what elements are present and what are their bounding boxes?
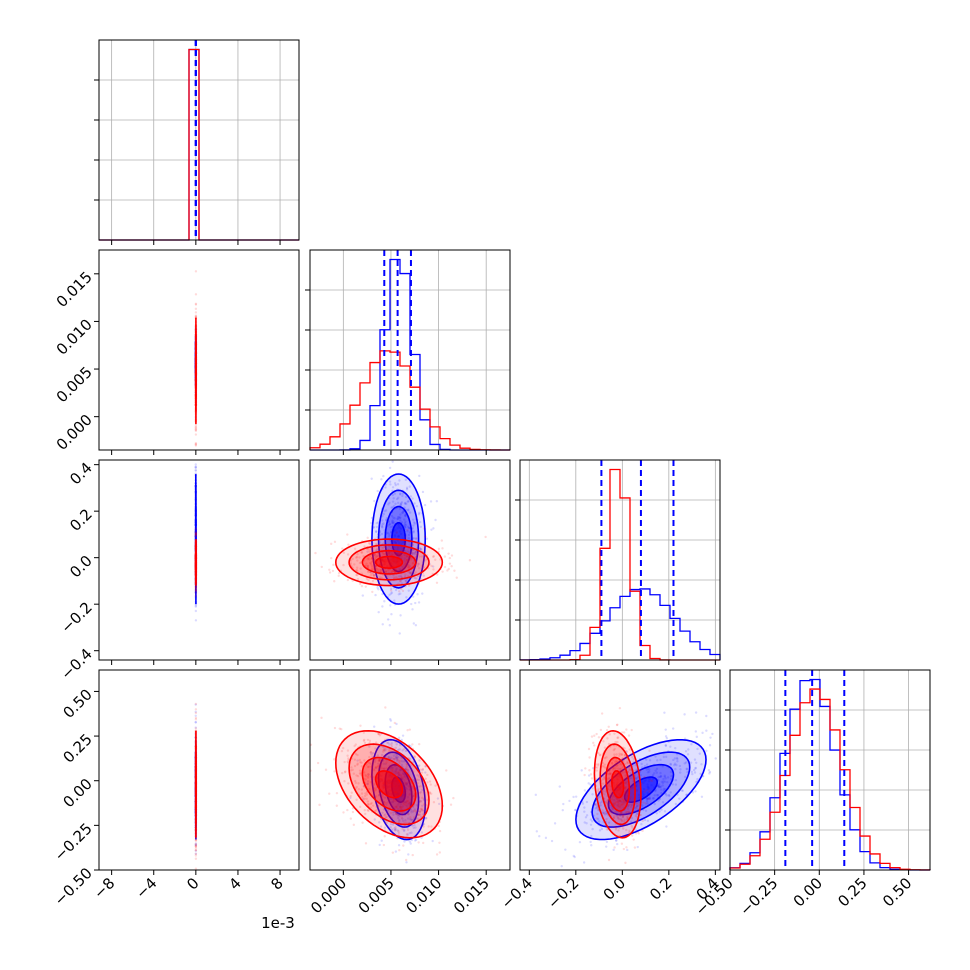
panel-content [314,460,487,635]
x-tick-label: 0.010 [402,874,445,917]
panel-frame [519,459,721,661]
histogram-series-1 [309,350,511,451]
histogram-series-1 [729,688,931,871]
x-tick-label: 0 [183,874,202,893]
x-tick-label: 0.25 [834,874,870,910]
contours-series-1 [334,538,444,587]
panel-frame [98,249,300,451]
hist-panel-2 [515,459,721,661]
y-tick-label: 0.005 [53,363,96,406]
y-tick-label: 0.25 [59,730,95,766]
panel-content [534,706,717,868]
scatter-panel-2-0 [98,459,300,661]
y-tick-label: −0.50 [51,864,96,909]
scatter-panel-2-1 [309,459,511,661]
x-axis-offset-label: 1e-3 [261,914,295,932]
panel-frame [98,669,300,871]
x-tick-label: 8 [267,874,286,893]
x-tick-label: −4 [132,874,160,902]
x-tick-label: 0.0 [600,874,630,904]
panel-frame [309,249,511,451]
y-tick-label: 0.0 [66,552,96,582]
y-tick-label: −0.2 [57,598,95,636]
density-series-1 [594,730,641,838]
scatter-panel-3-1 [309,669,511,871]
x-tick-label: 0.000 [307,874,350,917]
panels-layer: −8 −4 0 4 8 0.000 0.005 0.010 0.015 −0.4 −0.2 0.0 0.… [51,39,931,919]
scatter-panel-3-2 [519,669,721,871]
hist-panel-1 [305,249,511,451]
x-tick-label: 0.015 [450,874,493,917]
x-tick-label: 0.50 [879,874,915,910]
y-tick-label: 0.2 [66,505,96,535]
panel-content [310,706,455,870]
contours-series-0 [575,739,707,841]
y-tick-label: 0.010 [53,316,96,359]
panel-frame [98,459,300,661]
panel-content [194,463,198,622]
x-tick-label: 0.00 [790,874,826,910]
scatter-panel-1-0 [98,249,300,451]
y-tick-label: 0.00 [59,775,95,811]
panel-frame [309,459,511,661]
y-tick-label: 0.50 [59,686,95,722]
panel-content [194,270,198,447]
y-tick-label: 0.4 [66,459,96,489]
histogram-series-0 [519,588,721,661]
x-tick-label: −0.4 [498,874,536,912]
panel-content [194,702,198,870]
x-tick-label: −0.25 [736,874,781,919]
y-tick-label: −0.25 [51,819,96,864]
contours-series-1 [334,729,444,839]
panel-frame [309,669,511,871]
histogram-series-1 [99,48,299,241]
x-tick-label: −8 [90,874,118,902]
x-tick-label: 0.2 [646,874,676,904]
x-tick-label: −0.2 [544,874,582,912]
y-tick-label: 0.015 [53,268,96,311]
x-tick-label: 0.005 [355,874,398,917]
panel-frame [729,669,931,871]
hist-panel-0 [94,39,300,241]
panel-frame [519,669,721,871]
contours-series-1 [593,729,642,839]
y-tick-label: 0.000 [53,411,96,454]
density-series-1 [335,539,443,586]
hist-panel-3 [725,669,931,871]
y-tick-label: −0.4 [57,645,95,683]
scatter-panel-3-0 [98,669,300,871]
density-series-1 [335,730,443,838]
panel-frame [98,39,300,241]
x-tick-label: 4 [225,874,244,893]
